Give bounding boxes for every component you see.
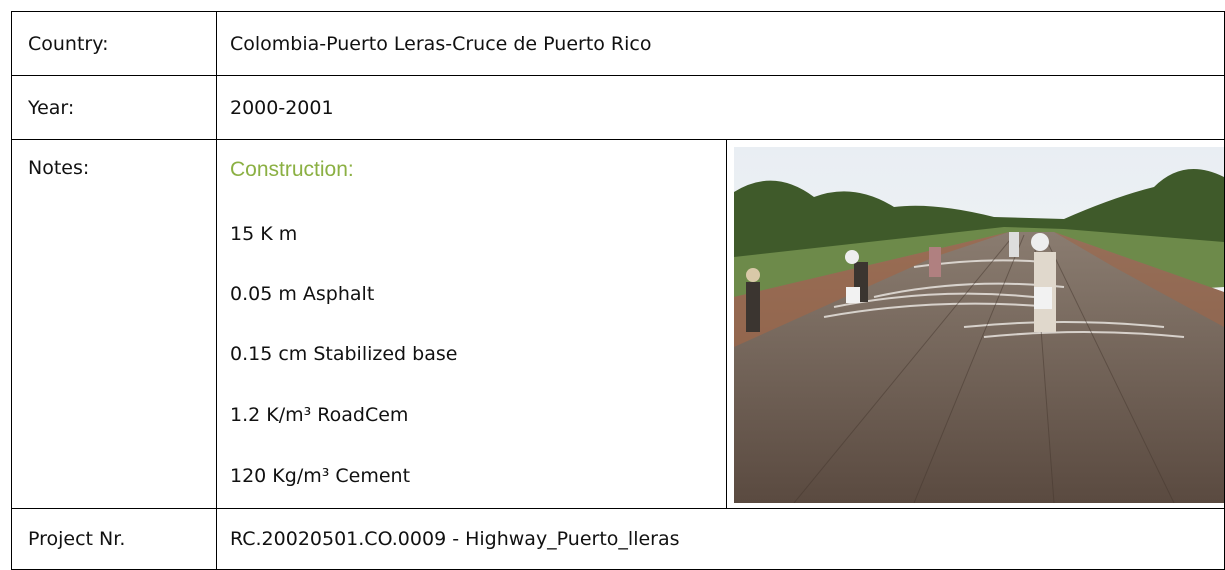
notes-line: 0.05 m Asphalt bbox=[230, 283, 375, 305]
row-value: 2000-2001 bbox=[230, 97, 334, 119]
row-value: RC.20020501.CO.0009 - Highway_Puerto_lle… bbox=[230, 528, 680, 550]
row-label: Country: bbox=[28, 33, 109, 55]
notes-line: 120 Kg/m³ Cement bbox=[230, 465, 411, 487]
notes-line: 0.15 cm Stabilized base bbox=[230, 343, 458, 365]
row-label: Notes: bbox=[28, 157, 90, 179]
notes-line: 1.2 K/m³ RoadCem bbox=[230, 404, 409, 426]
border bbox=[11, 508, 1225, 509]
border bbox=[11, 11, 1225, 12]
border bbox=[726, 139, 727, 508]
border bbox=[216, 11, 217, 570]
notes-heading: Construction: bbox=[230, 158, 354, 181]
notes-line: 15 K m bbox=[230, 223, 298, 245]
row-label: Year: bbox=[28, 97, 75, 119]
road-photo bbox=[734, 147, 1224, 503]
row-value: Colombia-Puerto Leras-Cruce de Puerto Ri… bbox=[230, 33, 652, 55]
border bbox=[11, 11, 12, 570]
row-label: Project Nr. bbox=[28, 528, 126, 550]
border bbox=[11, 75, 1225, 76]
border bbox=[11, 139, 1225, 140]
